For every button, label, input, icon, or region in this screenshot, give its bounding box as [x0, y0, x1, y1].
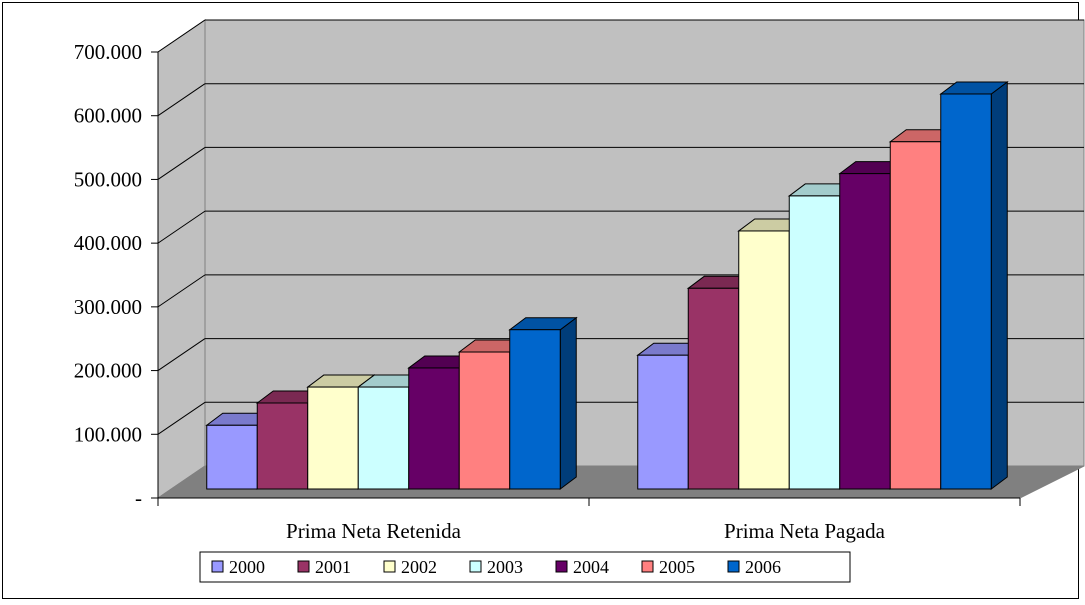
bar-side	[559, 316, 577, 490]
bar-front	[256, 402, 309, 490]
gridline-diagonal	[157, 147, 206, 180]
legend-swatch-2003	[469, 560, 482, 573]
gridline-diagonal	[157, 83, 206, 117]
category-labels: Prima Neta Retenida Prima Neta Pagada	[286, 519, 886, 543]
bar-2006-pagada	[939, 80, 1009, 490]
legend-swatch-2002	[383, 560, 396, 573]
legend-swatch-2001	[297, 560, 310, 573]
bar-front	[637, 354, 689, 490]
bar-front	[940, 93, 992, 490]
bar-front	[788, 195, 841, 490]
gridline-diagonal	[157, 210, 206, 244]
bar-front	[738, 230, 790, 490]
left-wall	[157, 19, 206, 499]
y-tick-label: 600.000	[74, 104, 142, 128]
y-tick-label: 400.000	[74, 231, 142, 255]
gridline-diagonal	[157, 401, 206, 435]
bar-front	[206, 424, 258, 490]
legend-swatch-2000	[211, 560, 224, 573]
bar-front	[458, 351, 511, 490]
bar-front	[408, 367, 460, 490]
axes	[151, 51, 1021, 506]
legend: 2000 2001 2002 2003 2004 2005 2006	[199, 551, 851, 583]
gridline-diagonal	[157, 338, 206, 371]
category-label: Prima Neta Pagada	[724, 519, 886, 543]
legend-label-2001: 2001	[315, 557, 351, 577]
bar-front	[839, 173, 891, 490]
legend-box	[199, 551, 851, 583]
y-tick-label: 300.000	[74, 295, 142, 319]
legend-label-2004: 2004	[573, 557, 609, 577]
y-tick-label: 200.000	[74, 359, 142, 383]
category-label: Prima Neta Retenida	[286, 519, 462, 543]
bar-side	[990, 80, 1008, 490]
bar-front	[307, 386, 359, 490]
legend-label-2005: 2005	[659, 557, 695, 577]
legend-swatch-2005	[641, 560, 654, 573]
bar-2006-retenida	[508, 316, 578, 490]
legend-label-2006: 2006	[745, 557, 781, 577]
legend-label-2002: 2002	[401, 557, 437, 577]
y-tick-label: 700.000	[74, 40, 142, 64]
bar-front	[687, 287, 740, 490]
legend-label-2003: 2003	[487, 557, 523, 577]
bars	[205, 80, 1009, 490]
bar-front	[509, 329, 561, 490]
bar-front	[889, 141, 942, 490]
legend-label-2000: 2000	[229, 557, 265, 577]
y-tick-labels: - 100.000 200.000 300.000 400.000 500.000 600.…	[74, 40, 142, 510]
bar-front	[357, 386, 410, 490]
legend-swatch-2006	[727, 560, 740, 573]
gridline-diagonal	[157, 19, 206, 53]
y-tick-label: 500.000	[74, 167, 142, 191]
gridline-diagonal	[157, 274, 206, 308]
legend-swatch-2004	[555, 560, 568, 573]
y-tick-label: -	[135, 486, 142, 510]
y-tick-label: 100.000	[74, 422, 142, 446]
